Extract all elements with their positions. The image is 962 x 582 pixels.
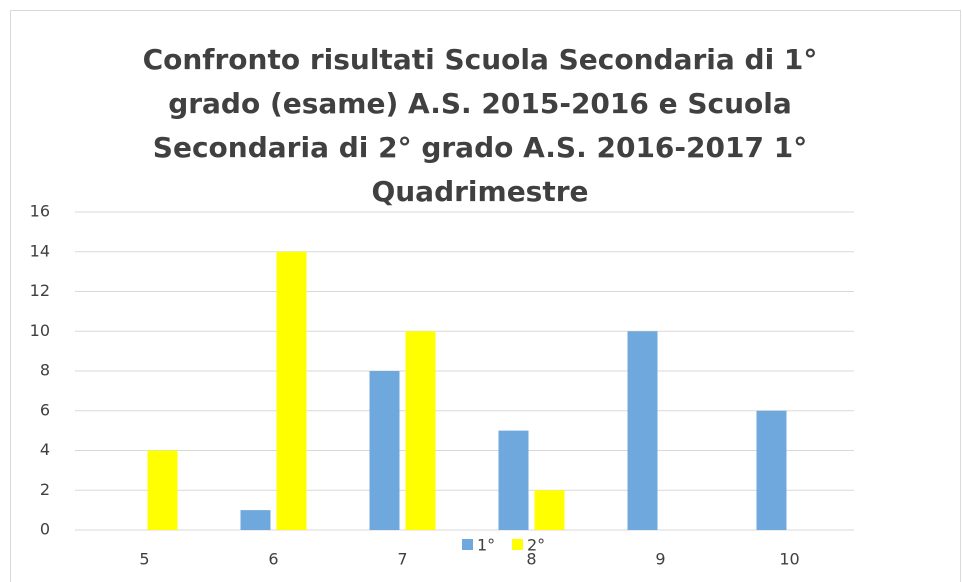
y-tick-label: 0 — [40, 520, 50, 539]
x-tick-label: 7 — [397, 550, 407, 569]
bar — [498, 430, 529, 530]
x-tick-label: 5 — [139, 550, 149, 569]
legend-label: 1° — [477, 536, 495, 555]
bar — [534, 490, 565, 530]
chart-title: Confronto risultati Scuola Secondaria di… — [142, 43, 818, 208]
x-tick-label: 9 — [655, 550, 665, 569]
bar — [405, 331, 436, 530]
x-tick-label: 8 — [526, 550, 536, 569]
y-tick-label: 6 — [40, 400, 50, 419]
y-tick-label: 10 — [30, 321, 50, 340]
chart-border — [10, 10, 961, 582]
y-tick-label: 14 — [30, 241, 50, 260]
legend-swatch — [462, 539, 473, 550]
bar — [240, 510, 271, 530]
legend-swatch — [512, 539, 523, 550]
legend-label: 2° — [527, 536, 545, 555]
y-tick-label: 12 — [30, 281, 50, 300]
bar — [369, 371, 400, 530]
y-tick-label: 16 — [30, 202, 50, 221]
y-tick-label: 4 — [40, 440, 50, 459]
bar — [147, 450, 178, 530]
y-tick-label: 8 — [40, 361, 50, 380]
x-tick-label: 6 — [268, 550, 278, 569]
y-tick-label: 2 — [40, 480, 50, 499]
bar — [627, 331, 658, 530]
bar — [276, 251, 307, 530]
x-tick-label: 10 — [779, 550, 799, 569]
bar — [756, 410, 787, 530]
